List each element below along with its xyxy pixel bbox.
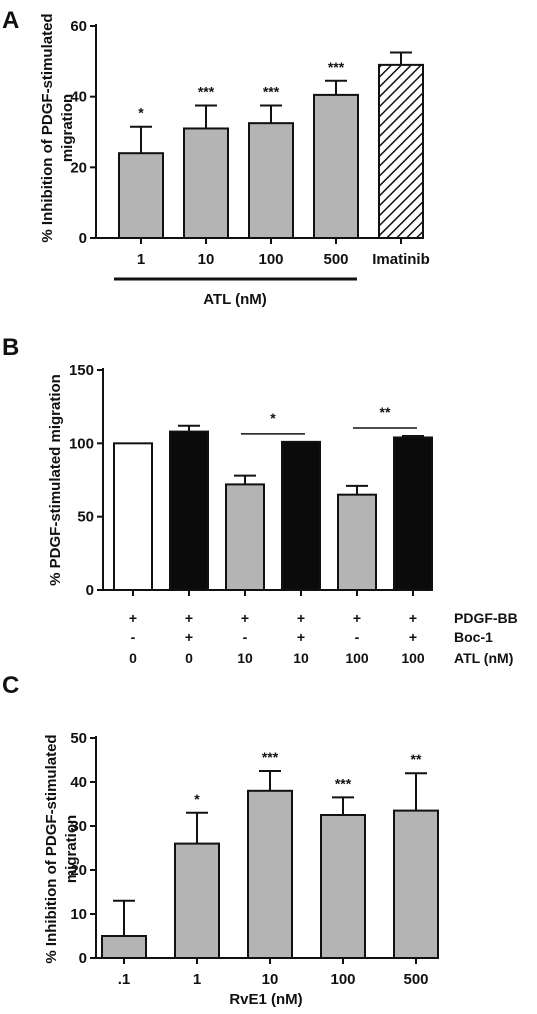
x-tick-label: 500 [403,971,428,988]
y-tick-label: 0 [86,582,94,599]
y-tick-label: 20 [70,862,87,879]
bar [248,122,294,239]
y-tick-label: 100 [69,435,94,452]
bar [183,127,229,239]
y-tick-label: 10 [70,906,87,923]
bar [378,63,424,239]
panel-c: C % Inhibition of PDGF-stimulated migrat… [2,672,439,1008]
significance-label: ** [380,404,391,420]
panel-c-bars: ********* [101,749,439,959]
significance-label: *** [262,749,279,765]
y-tick-label: 20 [70,159,87,176]
panel-a-ylabel-line1: % Inhibition of PDGF-stimulated [39,13,56,242]
significance-label: * [194,791,200,807]
y-tick-label: 40 [70,774,87,791]
condition-cell: + [297,610,305,626]
panel-a-letter: A [2,7,19,34]
y-tick-label: 0 [79,230,87,247]
bar [225,483,265,591]
bar [393,436,433,592]
y-tick-label: 30 [70,818,87,835]
condition-cell: + [241,610,249,626]
condition-row-label: PDGF-BB [454,610,518,626]
bar [118,152,164,239]
bar [169,430,209,591]
panel-c-letter: C [2,672,19,699]
panel-b-condition-table: + + + + + + PDGF-BB - + - + - + Boc-1 0 0 10 10 100 100 ATL … [129,610,518,666]
y-tick-label: 50 [77,509,94,526]
panel-c-ylabel-line2: migration [63,815,80,883]
y-tick-label: 0 [79,950,87,967]
significance-label: *** [198,84,215,100]
bar [174,842,220,959]
bar [337,493,377,591]
x-tick-label: 500 [323,251,348,268]
condition-cell: - [131,629,136,645]
significance-label: ** [411,751,422,767]
condition-cell: - [355,629,360,645]
bar [320,814,366,959]
x-tick-label: 10 [198,251,215,268]
condition-cell: + [129,610,137,626]
panel-b-y-ticks: 0 50 100 150 [69,362,432,599]
panel-b: B % PDGF-stimulated migration 050100150 … [2,334,518,666]
bar [113,442,153,592]
panel-b-bars: * ** [113,404,433,592]
significance-label: *** [263,84,280,100]
x-tick-label: 100 [258,251,283,268]
y-tick-label: 50 [70,730,87,747]
bar [247,789,293,959]
x-tick-label: 100 [330,971,355,988]
condition-cell: 0 [129,650,137,666]
panel-a-bars: **** ****** [118,51,424,240]
significance-label: *** [335,775,352,791]
x-tick-label: 1 [193,971,201,988]
x-tick-label: .1 [118,971,131,988]
condition-cell: 10 [293,650,309,666]
bar [281,440,321,591]
panel-a-ylabel-line2: migration [59,94,76,162]
condition-cell: + [185,629,193,645]
x-tick-label: 1 [137,251,145,268]
panel-b-letter: B [2,334,19,361]
panel-c-xlabel: RvE1 (nM) [229,991,302,1008]
condition-row-label: Boc-1 [454,629,493,645]
condition-cell: 100 [345,650,369,666]
bar [101,935,147,959]
y-tick-label: 150 [69,362,94,379]
panel-c-ylabel-line1: % Inhibition of PDGF-stimulated [43,734,60,963]
bar [313,93,359,240]
x-tick-label: Imatinib [372,251,430,268]
panel-b-ylabel: % PDGF-stimulated migration [47,374,64,586]
significance-label: *** [328,59,345,75]
condition-cell: + [409,610,417,626]
condition-cell: - [243,629,248,645]
condition-cell: + [353,610,361,626]
x-tick-label: 10 [262,971,279,988]
condition-cell: 100 [401,650,425,666]
y-tick-label: 60 [70,18,87,35]
panel-a-group-label: ATL (nM) [203,291,267,308]
condition-row-label: ATL (nM) [454,650,513,666]
condition-cell: + [297,629,305,645]
condition-cell: + [185,610,193,626]
condition-cell: 0 [185,650,193,666]
significance-label: * [138,105,144,121]
significance-label: * [270,410,276,426]
condition-cell: + [409,629,417,645]
y-tick-label: 40 [70,89,87,106]
bar [393,809,439,959]
condition-cell: 10 [237,650,253,666]
panel-c-y-ticks: 0 10 20 30 40 50 .1 1 10 100 500 [70,730,428,988]
